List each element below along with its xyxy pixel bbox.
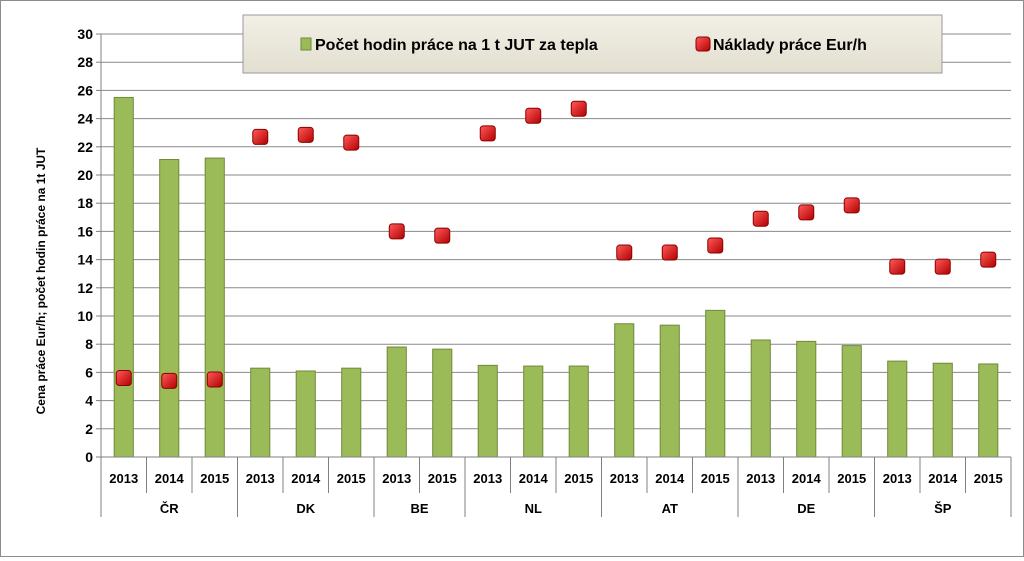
bar <box>113 96 134 458</box>
marker-point <box>434 227 451 244</box>
marker-point <box>889 258 906 275</box>
y-tick-label: 22 <box>77 139 93 155</box>
x-category-label: 2014 <box>655 471 685 486</box>
legend-swatch-bar <box>300 37 312 51</box>
x-category-label: 2014 <box>928 471 958 486</box>
bar <box>705 309 726 458</box>
x-group-label: ČR <box>160 501 179 516</box>
x-group-label: ŠP <box>934 501 952 516</box>
marker-point <box>934 258 951 275</box>
bar <box>159 158 180 458</box>
x-category-label: 2014 <box>792 471 822 486</box>
marker-point <box>161 372 178 389</box>
axes <box>96 33 1012 517</box>
x-category-label: 2013 <box>473 471 502 486</box>
bar <box>750 339 771 458</box>
x-category-label: 2013 <box>246 471 275 486</box>
x-category-label: 2015 <box>200 471 229 486</box>
y-tick-label: 28 <box>77 54 93 70</box>
bar <box>932 362 953 458</box>
bar <box>204 157 225 458</box>
bar <box>250 367 271 458</box>
x-category-label: 2014 <box>519 471 549 486</box>
bar <box>386 346 407 458</box>
x-category-label: 2013 <box>610 471 639 486</box>
marker-point <box>661 244 678 261</box>
bar <box>614 323 635 458</box>
y-tick-label: 8 <box>85 336 93 352</box>
marker-point <box>570 100 587 117</box>
marker-point <box>980 251 997 268</box>
x-category-label: 2014 <box>155 471 185 486</box>
bar <box>477 364 498 458</box>
marker-point <box>525 107 542 124</box>
y-tick-label: 0 <box>85 449 93 465</box>
y-tick-label: 20 <box>77 167 93 183</box>
marker-point <box>115 370 132 387</box>
marker-point <box>479 125 496 142</box>
marker-point <box>798 204 815 221</box>
x-category-label: 2013 <box>883 471 912 486</box>
y-tick-label: 26 <box>77 82 93 98</box>
legend-box <box>242 14 943 74</box>
legend-swatch-marker <box>695 36 711 52</box>
legend: Počet hodin práce na 1 t JUT za tepla Ná… <box>242 14 943 74</box>
legend-label-bar-series: Počet hodin práce na 1 t JUT za tepla <box>315 37 598 54</box>
legend-label-marker-series: Náklady práce Eur/h <box>713 37 867 54</box>
y-tick-label: 24 <box>77 111 93 127</box>
x-category-label: 2015 <box>837 471 866 486</box>
x-category-label: 2015 <box>701 471 730 486</box>
y-tick-label: 16 <box>77 223 93 239</box>
x-category-label: 2015 <box>428 471 457 486</box>
x-group-label: BE <box>410 501 428 516</box>
x-category-label: 2015 <box>337 471 366 486</box>
marker-point <box>616 244 633 261</box>
x-group-label: DE <box>797 501 815 516</box>
x-category-label: 2013 <box>109 471 138 486</box>
x-category-label: 2013 <box>746 471 775 486</box>
x-category-label: 2015 <box>564 471 593 486</box>
x-category-label: 2014 <box>291 471 321 486</box>
marker-point <box>707 237 724 254</box>
y-tick-label: 30 <box>77 26 93 42</box>
y-tick-label: 12 <box>77 280 93 296</box>
marker-point <box>843 197 860 214</box>
y-tick-label: 10 <box>77 308 93 324</box>
bar <box>978 363 999 458</box>
y-tick-label: 6 <box>85 364 93 380</box>
bar <box>659 324 680 458</box>
marker-point <box>343 134 360 151</box>
marker-point <box>252 128 269 145</box>
y-tick-label: 4 <box>85 393 93 409</box>
bar <box>841 345 862 458</box>
y-axis-title: Cena práce Eur/h; počet hodin práce na 1… <box>34 147 48 414</box>
x-category-label: 2013 <box>382 471 411 486</box>
bar <box>295 370 316 458</box>
marker-point <box>206 371 223 388</box>
marker-point <box>752 210 769 227</box>
y-tick-label: 2 <box>85 421 93 437</box>
x-group-label: AT <box>662 501 678 516</box>
bar <box>887 360 908 458</box>
bar-series <box>113 96 999 458</box>
y-tick-label: 18 <box>77 195 93 211</box>
bar <box>432 348 453 458</box>
marker-point <box>297 126 314 143</box>
x-group-label: NL <box>525 501 542 516</box>
x-category-label: 2015 <box>974 471 1003 486</box>
gridlines <box>101 33 1011 430</box>
marker-point <box>388 223 405 240</box>
bar <box>523 365 544 458</box>
x-group-label: DK <box>296 501 315 516</box>
marker-series <box>115 100 997 389</box>
bar <box>341 367 362 458</box>
bar <box>568 365 589 458</box>
y-tick-label: 14 <box>77 252 93 268</box>
bar <box>796 340 817 458</box>
